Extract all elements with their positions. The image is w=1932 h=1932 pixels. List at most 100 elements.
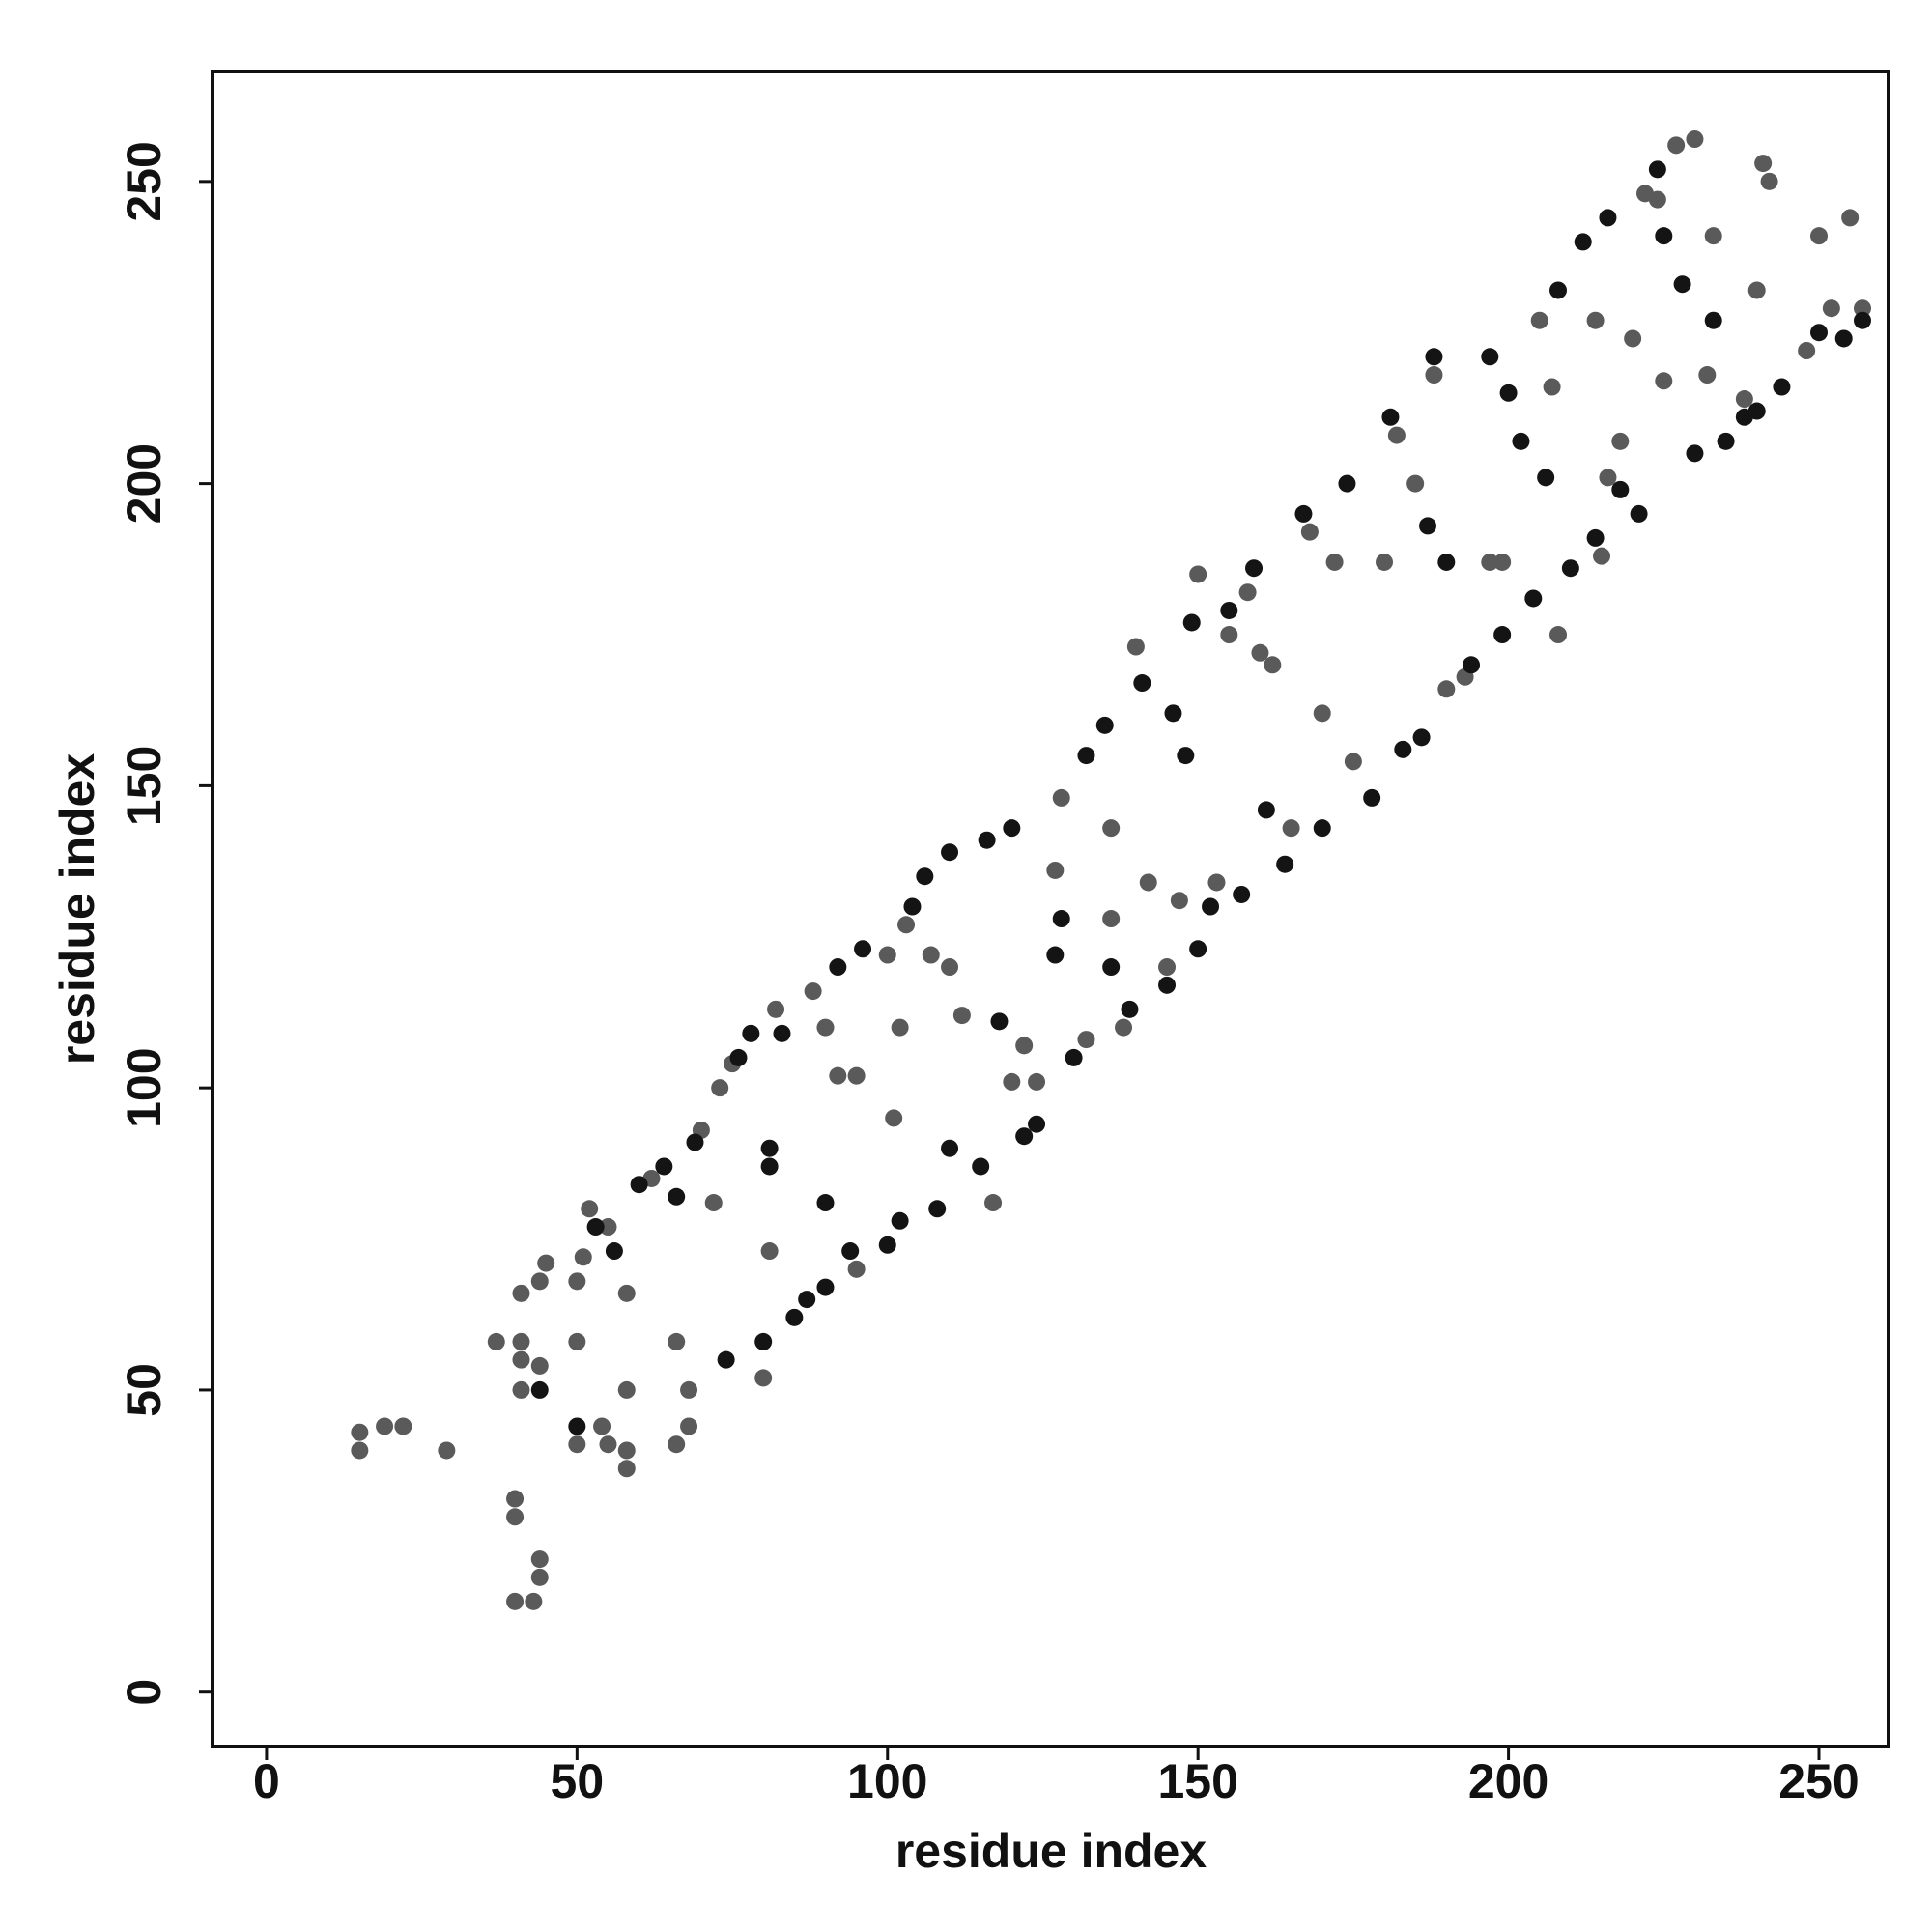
- point: [1121, 1000, 1139, 1018]
- point: [1648, 160, 1666, 179]
- point: [1810, 227, 1829, 245]
- point: [785, 1308, 804, 1326]
- point: [351, 1423, 369, 1441]
- point: [1077, 1031, 1095, 1049]
- point: [617, 1441, 636, 1460]
- point: [767, 1000, 785, 1018]
- point: [1406, 474, 1425, 493]
- point: [1028, 1115, 1046, 1133]
- point: [1015, 1037, 1034, 1055]
- point: [506, 1508, 525, 1526]
- point: [599, 1435, 617, 1454]
- point: [1245, 559, 1264, 578]
- point: [506, 1490, 525, 1508]
- point: [530, 1568, 549, 1586]
- point: [847, 1066, 866, 1085]
- point: [1158, 958, 1177, 977]
- point: [1834, 329, 1853, 348]
- point: [1586, 311, 1605, 329]
- point: [530, 1550, 549, 1569]
- point: [1189, 565, 1208, 583]
- point: [922, 946, 940, 964]
- point: [1698, 366, 1717, 384]
- y-axis-title: residue index: [50, 753, 104, 1065]
- point: [1754, 155, 1773, 173]
- point: [1313, 704, 1331, 723]
- point: [885, 1109, 903, 1127]
- point: [593, 1417, 611, 1435]
- point: [376, 1417, 394, 1435]
- point: [1611, 480, 1630, 498]
- point: [1338, 474, 1356, 493]
- point: [1095, 716, 1114, 734]
- point: [754, 1369, 773, 1387]
- point: [1822, 299, 1840, 318]
- point: [1437, 553, 1456, 571]
- point: [568, 1272, 586, 1291]
- point: [829, 958, 847, 977]
- point: [1164, 704, 1182, 723]
- point: [668, 1187, 686, 1206]
- point: [537, 1254, 555, 1272]
- y-tick-label: 0: [117, 1679, 171, 1706]
- point: [1574, 233, 1592, 251]
- point: [1655, 372, 1673, 390]
- point: [1773, 378, 1791, 396]
- point: [1667, 136, 1686, 155]
- point: [1376, 553, 1394, 571]
- point: [1481, 553, 1499, 571]
- point: [1599, 209, 1617, 227]
- point: [1611, 432, 1630, 450]
- point: [972, 1157, 990, 1176]
- y-tick-label: 200: [117, 443, 171, 524]
- point: [878, 946, 896, 964]
- point: [1202, 897, 1220, 916]
- point: [351, 1441, 369, 1460]
- point: [1394, 740, 1412, 758]
- point: [978, 831, 996, 849]
- point: [655, 1157, 673, 1176]
- point: [1537, 469, 1555, 487]
- point: [1704, 227, 1722, 245]
- y-tick-label: 150: [117, 746, 171, 826]
- point: [1182, 613, 1201, 632]
- point: [1530, 311, 1548, 329]
- point: [568, 1332, 586, 1350]
- point: [891, 1211, 909, 1230]
- point: [742, 1024, 760, 1042]
- point: [1673, 275, 1691, 294]
- point: [804, 982, 822, 1001]
- point: [1170, 892, 1188, 910]
- point: [1463, 656, 1481, 674]
- point: [530, 1356, 549, 1375]
- point: [1276, 855, 1294, 873]
- point: [1046, 946, 1065, 964]
- point: [754, 1332, 773, 1350]
- point: [1233, 885, 1251, 903]
- point: [668, 1435, 686, 1454]
- point: [1543, 378, 1561, 396]
- point: [1686, 130, 1704, 149]
- point: [599, 1218, 617, 1236]
- point: [438, 1441, 456, 1460]
- point: [1747, 281, 1766, 299]
- x-tick-label: 50: [551, 1754, 605, 1808]
- point: [1524, 589, 1543, 608]
- point: [1102, 910, 1121, 928]
- y-tick-label: 100: [117, 1047, 171, 1127]
- point: [841, 1242, 860, 1261]
- point: [1052, 788, 1070, 807]
- point: [1015, 1127, 1034, 1146]
- point: [680, 1380, 698, 1399]
- point: [1003, 819, 1021, 838]
- point: [1493, 626, 1512, 644]
- point: [1437, 680, 1456, 698]
- point: [729, 1048, 748, 1066]
- point: [1686, 444, 1704, 463]
- point: [941, 1139, 959, 1157]
- point: [1593, 547, 1611, 565]
- point: [530, 1380, 549, 1399]
- plot-frame: [211, 70, 1890, 1748]
- point: [1810, 324, 1829, 342]
- point: [829, 1066, 847, 1085]
